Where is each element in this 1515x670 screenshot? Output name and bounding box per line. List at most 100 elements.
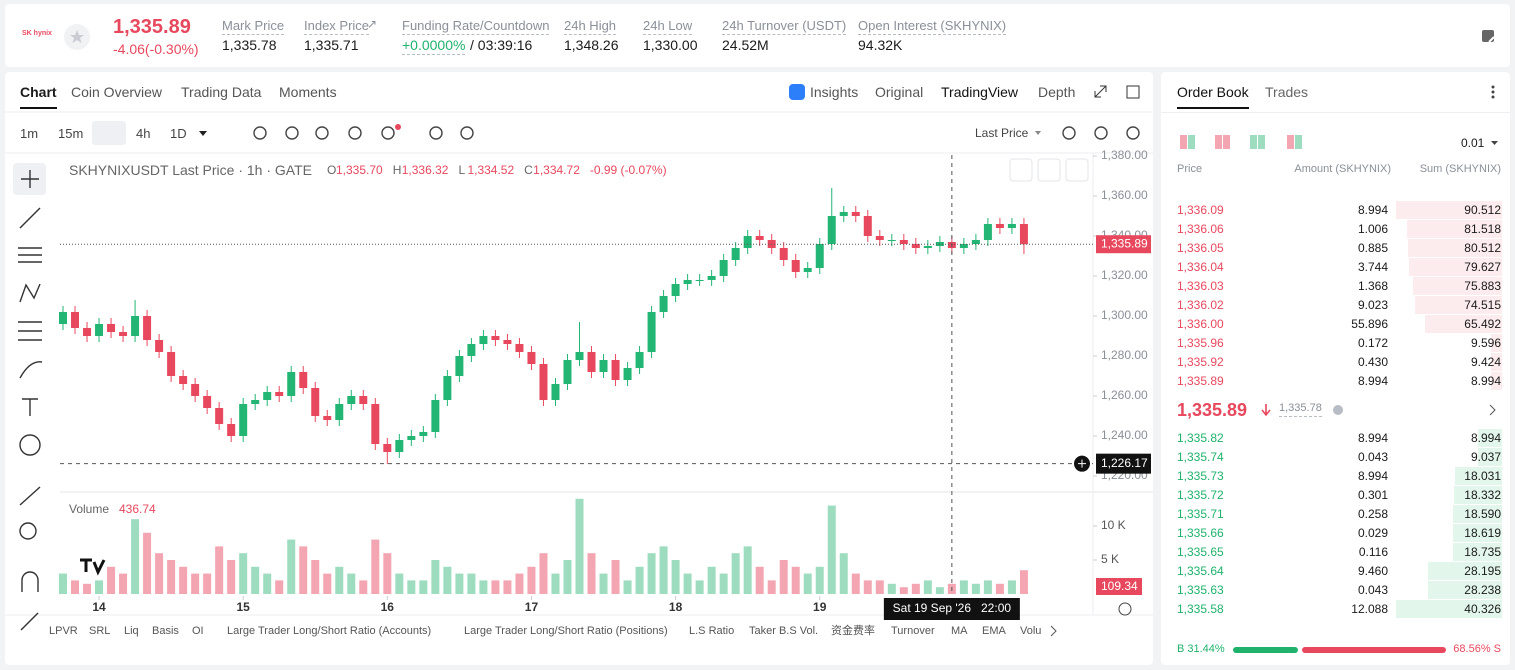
candle-body bbox=[167, 352, 176, 376]
indicator[interactable]: OI bbox=[192, 625, 204, 637]
candle-body bbox=[623, 368, 632, 380]
toolbar-icon bbox=[315, 126, 329, 140]
toolbar-icon bbox=[1094, 126, 1108, 140]
price-type[interactable]: Last Price bbox=[975, 126, 1029, 140]
ob-price[interactable]: 1,336.04 bbox=[1177, 260, 1224, 274]
candle-body bbox=[143, 316, 152, 340]
indicator[interactable]: L.S Ratio bbox=[689, 625, 735, 637]
ob-price[interactable]: 1,336.05 bbox=[1177, 241, 1224, 255]
volume-bar bbox=[191, 573, 200, 594]
toolbar-icon bbox=[429, 126, 443, 140]
crosshair-time-label: Sat 19 Sep '26 22:00 bbox=[893, 601, 1012, 615]
interval[interactable]: 1m bbox=[20, 126, 39, 141]
indicator[interactable]: Taker B.S Vol. bbox=[749, 625, 819, 637]
ob-price[interactable]: 1,336.09 bbox=[1177, 203, 1224, 217]
view-tab[interactable]: Insights bbox=[810, 84, 859, 100]
ob-price[interactable]: 1,335.58 bbox=[1177, 602, 1224, 616]
ob-amount: 8.994 bbox=[1357, 431, 1388, 445]
ob-price[interactable]: 1,335.64 bbox=[1177, 564, 1224, 578]
indicator[interactable]: SRL bbox=[89, 625, 111, 637]
ob-price[interactable]: 1,336.06 bbox=[1177, 222, 1224, 236]
volume-bar bbox=[779, 559, 788, 594]
interval[interactable]: 4h bbox=[136, 126, 151, 141]
volume-bar bbox=[743, 546, 752, 594]
candle-body bbox=[707, 276, 716, 280]
toolbar-icon bbox=[381, 126, 395, 140]
volume-bar bbox=[575, 498, 584, 594]
volume-bar bbox=[131, 519, 140, 594]
ob-price[interactable]: 1,335.73 bbox=[1177, 469, 1224, 483]
volume-bar bbox=[899, 587, 908, 594]
y-tick-label: 1,320.00 bbox=[1101, 268, 1148, 282]
header-bar bbox=[5, 4, 1510, 67]
indicator[interactable]: Volu bbox=[1020, 625, 1042, 637]
candle-body bbox=[1019, 224, 1028, 245]
ohlc-value: 1,334.52 bbox=[467, 163, 515, 177]
volume-tick-label: 10 K bbox=[1101, 518, 1126, 532]
tab[interactable]: Coin Overview bbox=[71, 84, 163, 100]
ob-amount: 9.460 bbox=[1357, 564, 1388, 578]
indicator[interactable]: LPVR bbox=[49, 625, 78, 637]
depth-bar bbox=[1478, 429, 1502, 447]
ohlc-key: H bbox=[392, 163, 402, 177]
ob-amount: 0.043 bbox=[1357, 583, 1388, 597]
indicator[interactable]: MA bbox=[951, 625, 968, 637]
price-change: -4.06(-0.30%) bbox=[113, 41, 199, 57]
stat-value: 1,335.71 bbox=[304, 37, 359, 53]
tab[interactable]: Moments bbox=[279, 84, 337, 100]
layout-icon bbox=[1295, 135, 1302, 149]
mark-icon bbox=[1333, 405, 1343, 415]
ob-price[interactable]: 1,335.89 bbox=[1177, 374, 1224, 388]
ob-price[interactable]: 1,336.03 bbox=[1177, 279, 1224, 293]
volume-bar bbox=[335, 566, 344, 594]
view-tab[interactable]: Original bbox=[875, 84, 924, 100]
candle-body bbox=[227, 424, 236, 436]
ob-tab[interactable]: Order Book bbox=[1177, 85, 1249, 109]
volume-bar bbox=[983, 580, 992, 594]
indicator[interactable]: Basis bbox=[152, 625, 179, 637]
interval[interactable]: 1D bbox=[170, 126, 187, 141]
ob-price[interactable]: 1,335.72 bbox=[1177, 488, 1224, 502]
ob-price[interactable]: 1,336.02 bbox=[1177, 298, 1224, 312]
volume-bar bbox=[635, 566, 644, 594]
ob-price[interactable]: 1,336.00 bbox=[1177, 317, 1224, 331]
layout-icon bbox=[1223, 135, 1230, 149]
ob-price[interactable]: 1,335.66 bbox=[1177, 526, 1224, 540]
candle-body bbox=[431, 400, 440, 432]
ob-price[interactable]: 1,335.71 bbox=[1177, 507, 1224, 521]
candle-body bbox=[95, 324, 104, 336]
tab[interactable]: Trading Data bbox=[181, 84, 262, 100]
notes-icon[interactable] bbox=[1480, 28, 1496, 44]
ob-price[interactable]: 1,335.96 bbox=[1177, 336, 1224, 350]
indicator[interactable]: 资金费率 bbox=[831, 625, 875, 637]
tab[interactable]: Chart bbox=[20, 85, 57, 109]
ohlc-value: 1,334.72 bbox=[533, 163, 580, 177]
ob-price[interactable]: 1,335.74 bbox=[1177, 450, 1224, 464]
favorite-star[interactable] bbox=[64, 24, 90, 50]
ob-sum: 80.512 bbox=[1464, 241, 1501, 255]
ob-price[interactable]: 1,335.82 bbox=[1177, 431, 1224, 445]
interval[interactable]: 15m bbox=[58, 126, 84, 141]
volume-bar bbox=[239, 553, 248, 594]
view-tab[interactable]: Depth bbox=[1038, 84, 1076, 100]
candle-body bbox=[515, 344, 524, 352]
ob-price[interactable]: 1,335.65 bbox=[1177, 545, 1224, 559]
ob-price[interactable]: 1,335.92 bbox=[1177, 355, 1224, 369]
view-tab[interactable]: TradingView bbox=[941, 84, 1019, 100]
indicator[interactable]: EMA bbox=[982, 625, 1006, 637]
y-tick-label: 1,360.00 bbox=[1101, 188, 1148, 202]
ob-sum: 18.332 bbox=[1464, 488, 1501, 502]
x-tick-label: 17 bbox=[525, 600, 539, 614]
precision[interactable]: 0.01 bbox=[1461, 136, 1485, 150]
candle-body bbox=[983, 224, 992, 240]
volume-bar bbox=[275, 580, 284, 594]
ob-amount: 8.994 bbox=[1357, 469, 1388, 483]
indicator[interactable]: Liq bbox=[124, 625, 139, 637]
indicator[interactable]: Turnover bbox=[891, 625, 935, 637]
ob-price[interactable]: 1,335.63 bbox=[1177, 583, 1224, 597]
indicator[interactable]: Large Trader Long/Short Ratio (Accounts) bbox=[227, 625, 432, 637]
drawing-tools[interactable] bbox=[13, 163, 46, 631]
volume-bar bbox=[695, 580, 704, 594]
ob-tab[interactable]: Trades bbox=[1265, 84, 1309, 100]
indicator[interactable]: Large Trader Long/Short Ratio (Positions… bbox=[464, 625, 668, 637]
